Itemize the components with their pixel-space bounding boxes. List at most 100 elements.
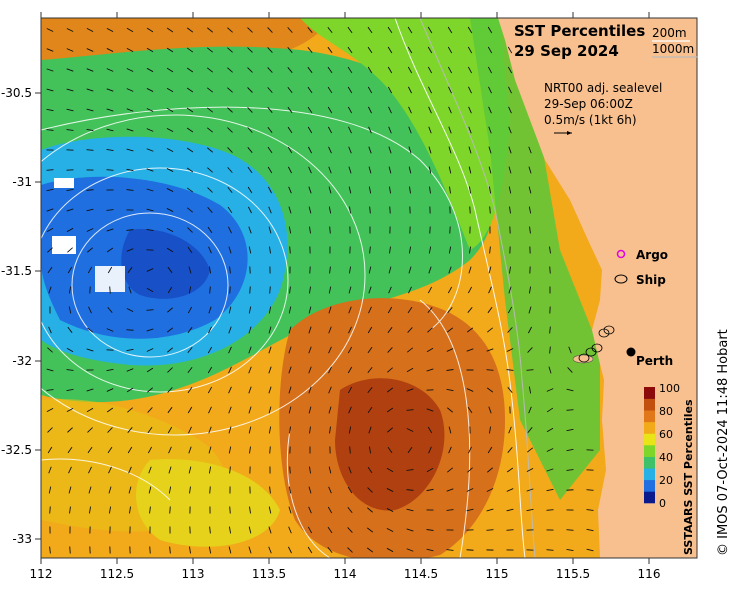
current-arrow [67, 266, 73, 274]
current-arrow [506, 348, 514, 352]
current-arrow [166, 188, 174, 192]
current-arrow [146, 67, 154, 73]
current-arrow [406, 508, 414, 512]
current-arrow [206, 47, 214, 53]
colorbar [644, 387, 655, 504]
current-arrow [549, 246, 551, 254]
current-arrow [468, 266, 472, 274]
ship-marker [578, 353, 590, 363]
ship-track [578, 325, 615, 363]
current-source: NRT00 adj. sealevel [544, 81, 662, 95]
current-arrow [328, 346, 332, 354]
current-arrow [466, 388, 474, 392]
current-arrow [126, 189, 134, 191]
current-arrow [227, 67, 233, 73]
current-arrow [86, 48, 94, 52]
current-arrow [126, 27, 134, 33]
colorbar-swatch [644, 421, 655, 434]
current-arrow [288, 506, 292, 514]
current-arrow [207, 167, 213, 173]
current-arrow [149, 546, 151, 554]
current-arrow [166, 27, 174, 33]
current-arrow [247, 67, 253, 73]
current-arrow [528, 386, 532, 394]
current-arrow [527, 326, 533, 334]
current-arrow [307, 46, 313, 54]
current-arrow [308, 406, 312, 414]
current-arrow [327, 26, 333, 34]
current-arrow [368, 126, 372, 134]
current-arrow [528, 166, 532, 174]
current-arrow [566, 529, 574, 531]
current-arrow [208, 326, 212, 334]
current-arrow [48, 466, 52, 474]
current-arrow [146, 148, 154, 152]
current-arrow [46, 68, 54, 72]
current-arrow [447, 407, 453, 413]
current-arrow [167, 387, 173, 393]
current-arrow [166, 327, 174, 333]
current-arrow [288, 206, 292, 214]
current-arrow [288, 186, 292, 194]
current-arrow [186, 187, 194, 193]
current-arrow [186, 127, 194, 133]
current-arrow [86, 327, 94, 333]
current-arrow [288, 346, 292, 354]
current-arrow [566, 409, 574, 411]
current-arrow [408, 246, 412, 254]
current-arrow [208, 466, 212, 474]
current-arrow [268, 326, 272, 334]
current-arrow [528, 186, 532, 194]
current-arrow [269, 246, 271, 254]
current-arrow [46, 188, 54, 192]
current-arrow [406, 428, 414, 432]
current-arrow [267, 146, 273, 154]
current-arrow [126, 68, 134, 72]
current-arrow [466, 488, 474, 492]
current-arrow [86, 88, 94, 92]
current-arrow [268, 506, 272, 514]
current-arrow [67, 247, 73, 253]
perth-marker [626, 347, 636, 357]
current-arrow [328, 326, 332, 334]
current-arrow [546, 388, 554, 392]
current-arrow [46, 368, 54, 372]
current-arrow [128, 486, 132, 494]
current-arrow [206, 107, 214, 113]
current-arrow [387, 26, 393, 34]
current-arrow [46, 48, 54, 52]
current-arrow [128, 286, 132, 294]
sealevel-contour [41, 458, 171, 501]
current-arrow [248, 246, 252, 254]
current-arrow [268, 306, 272, 314]
current-arrow [68, 286, 72, 294]
current-arrow [468, 126, 472, 134]
cloud-gap [52, 236, 76, 254]
south-yellow-patch [136, 459, 280, 547]
current-arrow [449, 186, 451, 194]
current-arrow [66, 347, 74, 353]
current-arrow [348, 326, 352, 334]
current-arrow [249, 506, 251, 514]
current-arrow [546, 488, 554, 492]
current-arrow [187, 386, 193, 394]
current-arrow [106, 27, 114, 33]
current-arrow [88, 466, 92, 474]
current-arrow [308, 286, 312, 294]
warm-eddy-core [335, 378, 445, 511]
current-arrow [247, 107, 253, 113]
current-arrow [508, 86, 512, 94]
current-arrow [269, 486, 271, 494]
sealevel-contour [41, 106, 463, 331]
isobath-1000m-label: 1000m [652, 42, 694, 56]
current-arrow [586, 489, 594, 491]
current-arrow [348, 406, 352, 414]
colorbar-title: SSTAARS SST Percentiles [682, 399, 695, 555]
current-arrow [146, 309, 154, 311]
current-arrow [247, 147, 253, 153]
current-arrow [288, 406, 292, 414]
current-arrow [86, 348, 94, 352]
current-arrow [187, 306, 193, 314]
current-arrow [108, 486, 112, 494]
